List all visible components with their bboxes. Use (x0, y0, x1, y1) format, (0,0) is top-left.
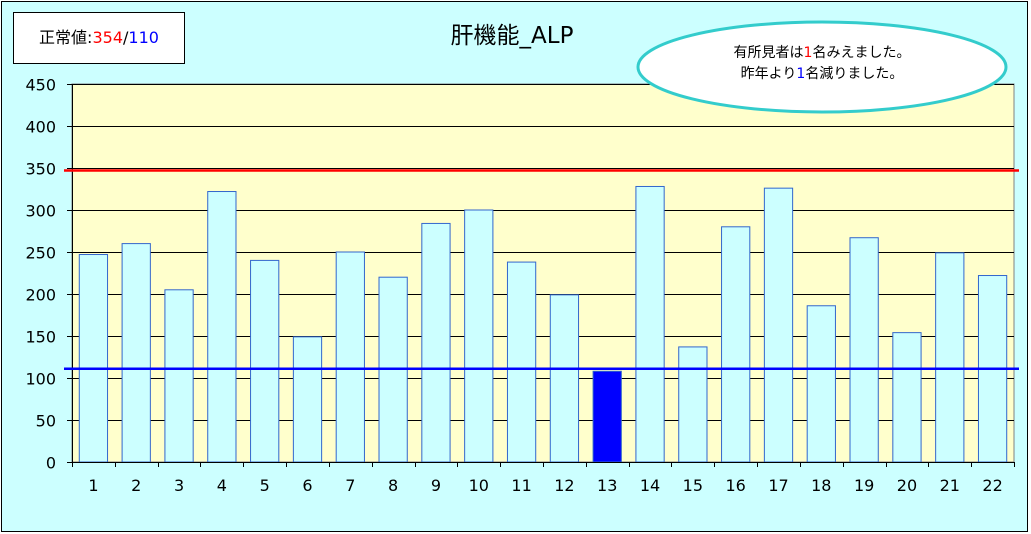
bar (935, 252, 965, 463)
y-tick-label: 200 (25, 286, 56, 305)
x-tick-label: 1 (88, 476, 98, 495)
bar (164, 289, 194, 463)
callout-line-1-pre: 有所見者は (733, 45, 804, 61)
x-tick-label: 9 (431, 476, 441, 495)
bar (421, 222, 451, 463)
x-tick-label: 7 (345, 476, 355, 495)
x-tick-label: 14 (640, 476, 660, 495)
bar (592, 370, 622, 463)
y-tick-label: 400 (25, 118, 56, 137)
x-tick-label: 8 (388, 476, 398, 495)
callout-ellipse (636, 20, 1008, 114)
bar (464, 209, 494, 463)
x-tick-label: 15 (683, 476, 703, 495)
normal-range-box: 正常値:354/110 (13, 12, 185, 64)
bar (635, 185, 665, 463)
y-tick-label: 300 (25, 202, 56, 221)
bar (78, 254, 109, 463)
bar (121, 243, 151, 463)
y-tick-label: 350 (25, 160, 56, 179)
x-tick-label: 10 (469, 476, 489, 495)
callout-line-2-pre: 昨年より (740, 66, 797, 82)
y-tick-label: 250 (25, 244, 56, 263)
bar (250, 259, 280, 463)
bar (549, 294, 580, 463)
callout-line-1-post: 名みえました。 (812, 45, 911, 61)
x-tick-label: 11 (511, 476, 531, 495)
x-tick-label: 21 (940, 476, 960, 495)
bar (207, 191, 237, 463)
chart-title: 肝機能_ALP (450, 23, 574, 49)
callout-line-2-num: 1 (796, 66, 806, 82)
x-tick-label: 3 (174, 476, 184, 495)
x-tick-label: 20 (897, 476, 917, 495)
bar (292, 336, 323, 463)
bar (506, 261, 537, 463)
x-tick-label: 12 (554, 476, 574, 495)
x-tick-label: 6 (302, 476, 312, 495)
bar (335, 251, 365, 463)
bar (806, 305, 836, 463)
x-tick-label: 13 (597, 476, 617, 495)
normal-range-label: 正常値: (39, 28, 93, 47)
x-tick-label: 22 (982, 476, 1002, 495)
bar (849, 237, 879, 463)
callout-bubble: 有所見者は1名みえました。 昨年より1名減りました。 (635, 19, 1009, 115)
callout-line-1: 有所見者は1名みえました。 (635, 43, 1009, 64)
x-tick-label: 19 (854, 476, 874, 495)
normal-range-separator: / (123, 28, 129, 47)
bar (763, 187, 794, 463)
callout-text: 有所見者は1名みえました。 昨年より1名減りました。 (635, 43, 1009, 85)
bar (892, 332, 922, 463)
callout-line-2: 昨年より1名減りました。 (635, 64, 1009, 85)
y-tick-label: 50 (36, 412, 56, 431)
x-tick-label: 16 (726, 476, 746, 495)
callout-line-1-num: 1 (803, 45, 813, 61)
normal-range-upper: 354 (92, 28, 123, 47)
y-tick-label: 150 (25, 328, 56, 347)
bar (678, 346, 708, 463)
normal-range-lower: 110 (128, 28, 159, 47)
y-tick-label: 0 (46, 454, 56, 473)
x-tick-label: 18 (811, 476, 831, 495)
y-tick-label: 100 (25, 370, 56, 389)
x-tick-label: 4 (217, 476, 227, 495)
x-tick-label: 2 (131, 476, 141, 495)
x-tick-label: 17 (768, 476, 788, 495)
callout-line-2-post: 名減りました。 (805, 66, 904, 82)
y-tick-label: 450 (25, 76, 56, 95)
x-tick-label: 5 (260, 476, 270, 495)
bar (721, 226, 751, 463)
